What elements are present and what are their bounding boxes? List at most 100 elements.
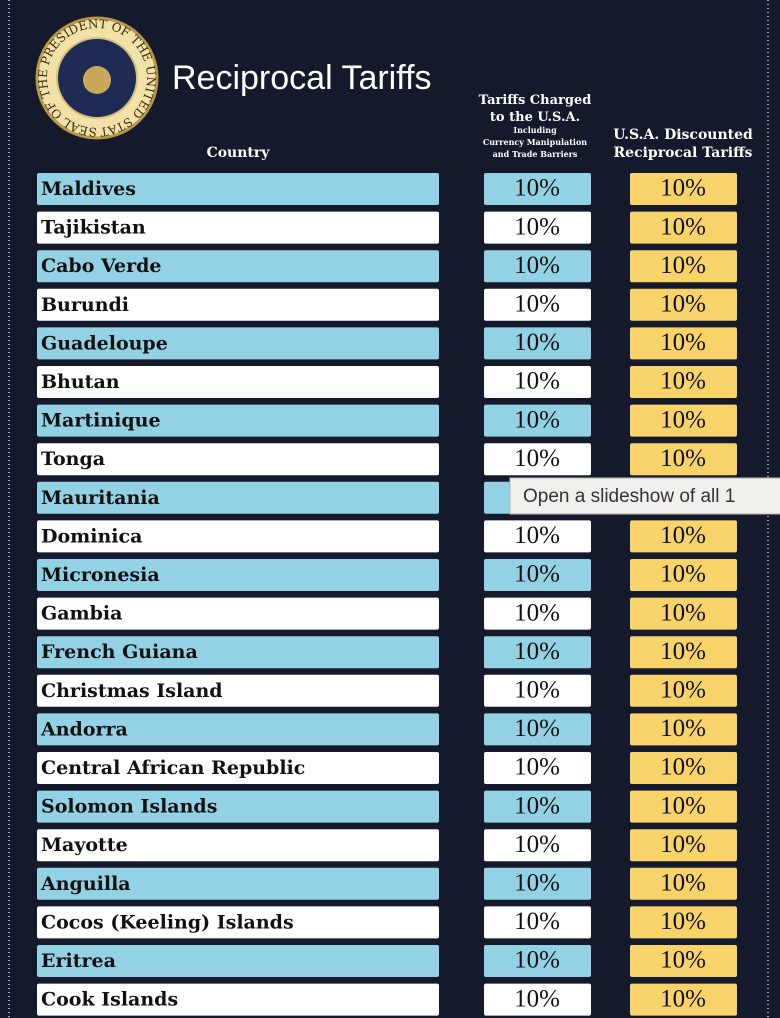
- charged-cell: [484, 559, 591, 591]
- country-name: Central African Republic: [41, 757, 305, 779]
- country-cell: [37, 752, 439, 784]
- charged-header: to the U.S.A.: [490, 110, 580, 125]
- charged-value: 10%: [514, 947, 560, 974]
- tooltip-box: [509, 477, 780, 515]
- country-name: Mauritania: [41, 487, 160, 509]
- charged-cell: [484, 674, 591, 707]
- discounted-cell: [630, 597, 737, 630]
- country-cell: [37, 597, 439, 630]
- discounted-cell: [630, 790, 737, 823]
- discounted-cell: [630, 559, 737, 591]
- discounted-cell: [630, 906, 737, 939]
- charged-cell: [484, 597, 591, 630]
- discounted-cell: [630, 211, 737, 244]
- charged-cell: [484, 713, 591, 746]
- country-name: Dominica: [41, 525, 142, 547]
- discounted-value: 10%: [660, 561, 706, 588]
- country-name: Cocos (Keeling) Islands: [41, 911, 294, 933]
- discounted-header: Reciprocal Tariffs: [614, 145, 753, 161]
- charged-value: 10%: [514, 445, 560, 472]
- charged-cell: [484, 366, 591, 398]
- discounted-value: 10%: [660, 677, 706, 704]
- country-name: Bhutan: [41, 371, 120, 393]
- charged-value: 10%: [514, 368, 560, 395]
- discounted-value: 10%: [660, 291, 706, 318]
- charged-cell: [484, 752, 591, 784]
- country-cell: [37, 906, 439, 939]
- discounted-cell: [630, 713, 737, 746]
- tooltip: Open a slideshow of all 1: [509, 477, 780, 515]
- charged-cell: [484, 327, 591, 360]
- country-cell: [37, 481, 439, 514]
- country-name: Eritrea: [41, 950, 116, 972]
- country-cell: [37, 983, 439, 1016]
- discounted-value: 10%: [660, 252, 706, 279]
- discounted-cell: [630, 983, 737, 1016]
- charged-header: Tariffs Charged: [479, 93, 592, 108]
- charged-cell: [484, 636, 591, 669]
- charged-cell: [484, 945, 591, 977]
- country-name: Anguilla: [40, 873, 131, 895]
- country-cell: [37, 211, 439, 244]
- discounted-value: 10%: [660, 368, 706, 395]
- charged-value: 10%: [514, 406, 560, 433]
- country-name: Solomon Islands: [41, 796, 217, 818]
- country-cell: [37, 829, 439, 862]
- discounted-value: 10%: [660, 870, 706, 897]
- country-name: Martinique: [41, 410, 161, 432]
- discounted-header: U.S.A. Discounted: [613, 127, 753, 143]
- country-cell: [37, 559, 439, 591]
- charged-value: 10%: [514, 754, 560, 781]
- charged-cell: [484, 443, 591, 476]
- discounted-value: 10%: [660, 638, 706, 665]
- charged-cell: [484, 211, 591, 244]
- charged-value: 10%: [514, 638, 560, 665]
- charged-cell: [484, 790, 591, 823]
- country-cell: [37, 520, 439, 553]
- country-cell: [37, 288, 439, 321]
- charged-value: 10%: [514, 329, 560, 356]
- charged-value: 10%: [514, 291, 560, 318]
- charged-value: 10%: [514, 792, 560, 819]
- discounted-cell: [630, 636, 737, 669]
- discounted-value: 10%: [660, 831, 706, 858]
- discounted-value: 10%: [660, 985, 706, 1012]
- country-header: Country: [207, 145, 271, 161]
- charged-cell: [484, 906, 591, 939]
- discounted-cell: [630, 829, 737, 862]
- country-name: Burundi: [41, 294, 129, 316]
- discounted-cell: [630, 250, 737, 283]
- charged-value: 10%: [514, 870, 560, 897]
- country-cell: [37, 366, 439, 398]
- charged-value: 10%: [514, 677, 560, 704]
- charged-value: 10%: [514, 213, 560, 240]
- country-cell: [37, 404, 439, 437]
- country-name: Guadeloupe: [41, 332, 168, 354]
- discounted-value: 10%: [660, 522, 706, 549]
- charged-cell: [484, 250, 591, 283]
- discounted-cell: [630, 520, 737, 553]
- charged-value: 10%: [514, 522, 560, 549]
- country-cell: [37, 173, 439, 205]
- charged-value: 10%: [514, 985, 560, 1012]
- discounted-cell: [630, 288, 737, 321]
- country-cell: [37, 945, 439, 977]
- country-name: French Guiana: [41, 641, 198, 663]
- charged-value: 10%: [514, 252, 560, 279]
- discounted-value: 10%: [660, 792, 706, 819]
- charged-cell: [484, 983, 591, 1016]
- country-cell: [37, 790, 439, 823]
- country-cell: [37, 867, 439, 900]
- country-cell: [37, 250, 439, 283]
- discounted-cell: [630, 404, 737, 437]
- discounted-value: 10%: [660, 213, 706, 240]
- charged-cell: [484, 867, 591, 900]
- country-name: Cook Islands: [41, 989, 178, 1011]
- country-name: Micronesia: [41, 564, 160, 586]
- discounted-cell: [630, 867, 737, 900]
- charged-value: 10%: [514, 908, 560, 935]
- country-name: Cabo Verde: [41, 255, 161, 277]
- charged-value: 10%: [514, 715, 560, 742]
- country-cell: [37, 327, 439, 360]
- charged-value: 10%: [514, 175, 560, 202]
